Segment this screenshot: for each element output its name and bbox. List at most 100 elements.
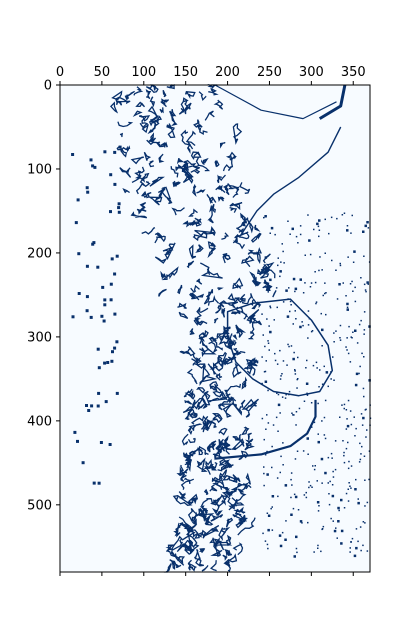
edge-pixel — [365, 291, 367, 293]
edge-pixel — [331, 217, 333, 219]
edge-pixel — [93, 166, 96, 169]
edge-pixel — [354, 330, 357, 333]
edge-pixel — [98, 482, 101, 485]
edge-pixel — [347, 442, 349, 444]
edge-pixel — [346, 337, 348, 339]
edge-pixel — [280, 456, 282, 458]
edge-pixel — [328, 482, 330, 484]
edge-pixel — [308, 324, 310, 326]
edge-pixel — [282, 396, 284, 398]
edge-pixel — [320, 551, 322, 553]
edge-pixel — [348, 482, 350, 484]
edge-pixel — [267, 513, 269, 515]
edge-pixel — [284, 539, 287, 542]
edge-pixel — [269, 331, 272, 334]
edge-pixel — [356, 528, 358, 530]
edge-pixel — [335, 527, 337, 529]
edge-pixel — [296, 548, 298, 550]
edge-pixel — [77, 198, 80, 201]
edge-pixel — [295, 458, 297, 460]
edge-pixel — [311, 282, 313, 284]
edge-pixel — [297, 379, 299, 381]
edge-pixel — [332, 356, 334, 358]
edge-pixel — [328, 386, 330, 388]
edge-pixel — [340, 263, 342, 265]
edge-pixel — [359, 324, 361, 326]
edge-pixel — [340, 499, 343, 502]
edge-pixel — [296, 236, 298, 238]
edge-pixel — [279, 270, 282, 273]
edge-pixel — [317, 403, 319, 405]
edge-pixel — [265, 256, 268, 259]
edge-pixel — [98, 366, 101, 369]
edge-pixel — [340, 542, 343, 545]
edge-pixel — [324, 282, 326, 284]
edge-pixel — [263, 466, 265, 468]
edge-pixel — [106, 361, 109, 364]
edge-pixel — [333, 380, 335, 382]
edge-pixel — [263, 473, 265, 475]
edge-pixel — [266, 451, 268, 453]
edge-pixel — [357, 541, 359, 543]
edge-pixel — [355, 479, 357, 481]
edge-pixel — [325, 438, 327, 440]
edge-pixel — [358, 498, 360, 500]
edge-pixel — [86, 309, 89, 312]
edge-pixel — [93, 482, 96, 485]
edge-pixel — [333, 341, 335, 343]
x-tick-label: 150 — [173, 65, 198, 80]
edge-pixel — [290, 497, 292, 499]
edge-pixel — [368, 227, 370, 229]
edge-pixel — [329, 481, 331, 483]
edge-pixel — [324, 417, 326, 419]
edge-pixel — [363, 521, 365, 523]
edge-pixel — [352, 538, 354, 540]
edge-pixel — [294, 555, 297, 558]
edge-pixel — [332, 471, 334, 473]
edge-pixel — [297, 357, 299, 359]
y-tick-label: 0 — [44, 79, 52, 94]
edge-pixel — [290, 301, 292, 303]
edge-pixel — [319, 256, 321, 258]
edge-pixel — [346, 428, 348, 430]
edge-pixel — [276, 417, 278, 419]
edge-pixel — [267, 529, 270, 532]
edge-pixel — [321, 482, 323, 484]
edge-pixel — [109, 173, 112, 176]
edge-pixel — [279, 276, 281, 278]
edge-pixel — [338, 283, 341, 286]
edge-pixel — [289, 234, 291, 236]
edge-pixel — [346, 409, 348, 411]
edge-pixel — [111, 257, 114, 260]
edge-pixel — [318, 386, 320, 388]
edge-pixel — [306, 492, 308, 494]
edge-pixel — [344, 404, 346, 406]
edge-pixel — [296, 552, 298, 554]
edge-pixel — [268, 343, 270, 345]
edge-pixel — [311, 426, 313, 428]
edge-pixel — [71, 153, 74, 156]
edge-pixel — [355, 428, 357, 430]
edge-pixel — [343, 452, 345, 454]
edge-pixel — [338, 510, 340, 512]
edge-pixel — [308, 487, 310, 489]
edge-pixel — [346, 349, 348, 351]
edge-pixel — [350, 541, 352, 543]
edge-pixel — [86, 191, 89, 194]
edge-pixel — [261, 383, 263, 385]
edge-pixel — [306, 393, 308, 395]
edge-pixel — [77, 252, 80, 255]
edge-pixel — [293, 352, 295, 354]
edge-pixel — [356, 373, 359, 376]
edge-pixel — [82, 461, 85, 464]
edge-pixel — [357, 502, 360, 505]
edge-pixel — [271, 446, 273, 448]
edge-pixel — [269, 349, 271, 351]
edge-pixel — [299, 408, 301, 410]
x-tick-label: 200 — [215, 65, 240, 80]
edge-pixel — [344, 507, 346, 509]
edge-pixel — [291, 345, 293, 347]
edge-pixel — [113, 313, 116, 316]
edge-pixel — [103, 320, 106, 323]
edge-pixel — [318, 226, 320, 228]
